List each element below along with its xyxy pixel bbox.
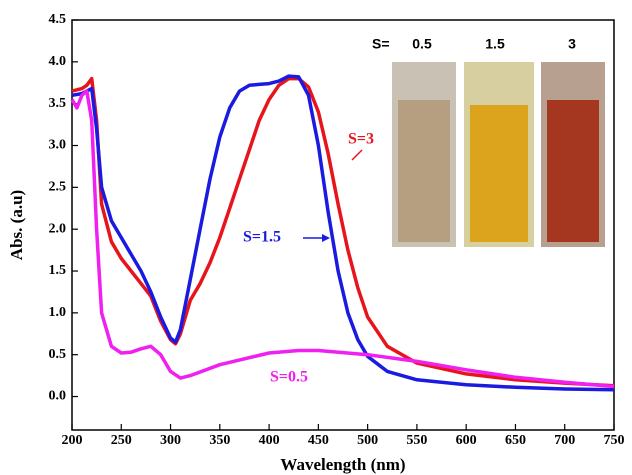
- x-tick-label: 650: [505, 433, 526, 448]
- x-tick-label: 750: [604, 433, 625, 448]
- x-tick-label: 550: [406, 433, 427, 448]
- x-tick-label: 500: [357, 433, 378, 448]
- cuvette-liquid: [547, 100, 599, 242]
- x-tick-label: 300: [160, 433, 181, 448]
- x-tick-label: 600: [456, 433, 477, 448]
- y-tick-label: 3.0: [49, 138, 67, 153]
- y-tick-label: 0.5: [49, 347, 67, 362]
- chart: S= 0.5 1.5 3 Wavelength (nm) Abs. (a.u) …: [0, 0, 632, 475]
- x-tick-label: 400: [259, 433, 280, 448]
- annotation-arrow: [352, 150, 362, 160]
- x-tick-label: 200: [62, 433, 83, 448]
- inset-sample: 3: [568, 36, 576, 52]
- y-tick-label: 1.0: [49, 305, 67, 320]
- y-axis-label: Abs. (a.u): [7, 190, 26, 260]
- y-tick-label: 1.5: [49, 263, 67, 278]
- x-tick-label: 450: [308, 433, 329, 448]
- series-annotation: S=0.5: [270, 369, 308, 386]
- y-tick-label: 3.5: [49, 96, 67, 111]
- inset-photo: [392, 62, 605, 247]
- x-tick-label: 250: [111, 433, 132, 448]
- y-tick-label: 0.0: [49, 389, 67, 404]
- cuvette-liquid: [470, 105, 528, 242]
- y-tick-label: 2.0: [49, 221, 67, 236]
- y-tick-label: 4.5: [49, 12, 67, 27]
- inset-sample: 1.5: [485, 36, 505, 52]
- series-annotation: S=3: [348, 131, 374, 148]
- cuvette-liquid: [398, 100, 450, 242]
- y-tick-label: 4.0: [49, 54, 67, 69]
- x-axis-label: Wavelength (nm): [280, 455, 405, 474]
- x-tick-label: 700: [554, 433, 575, 448]
- x-tick-label: 350: [209, 433, 230, 448]
- inset-sample: 0.5: [412, 36, 432, 52]
- y-tick-label: 2.5: [49, 180, 67, 195]
- inset-label: S=: [372, 36, 390, 52]
- series-annotation: S=1.5: [243, 229, 281, 246]
- annotation-arrowhead: [322, 234, 330, 242]
